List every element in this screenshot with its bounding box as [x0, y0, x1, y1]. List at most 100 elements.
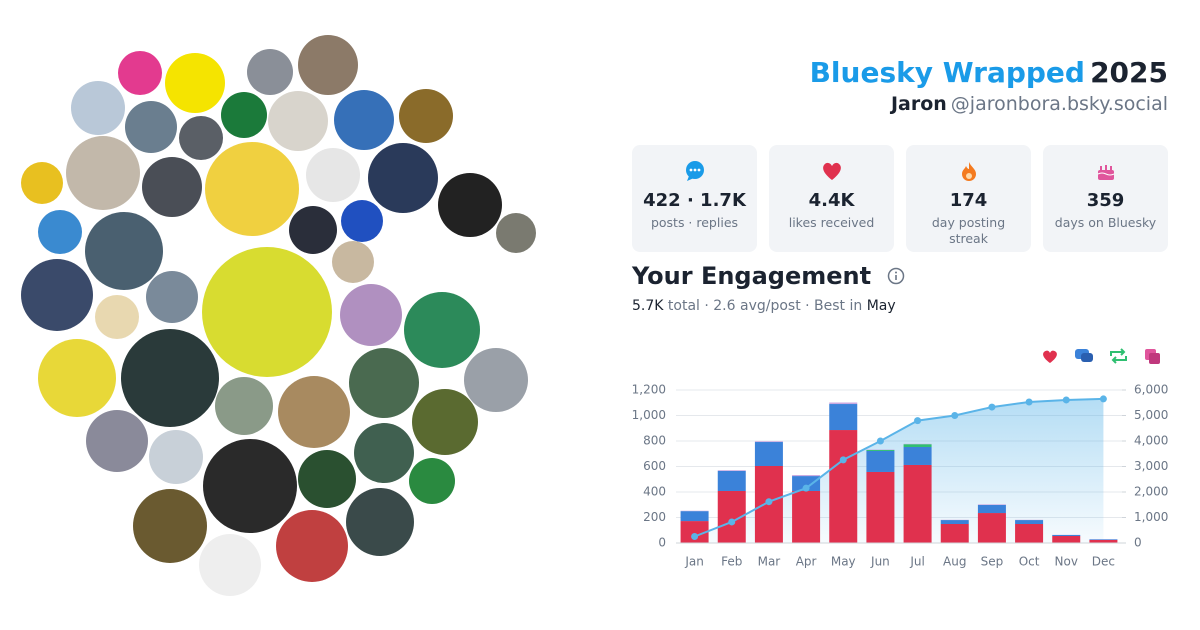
cumulative-point — [802, 484, 810, 492]
avatar[interactable] — [438, 173, 502, 237]
avatar[interactable] — [354, 423, 414, 483]
avatar[interactable] — [142, 157, 202, 217]
avatar[interactable] — [95, 295, 139, 339]
avatar[interactable] — [298, 450, 356, 508]
avatar[interactable] — [306, 148, 360, 202]
avatar[interactable] — [404, 292, 480, 368]
avatar[interactable] — [21, 259, 93, 331]
avatar[interactable] — [496, 213, 536, 253]
cumulative-point — [951, 412, 959, 419]
cumulative-point — [691, 532, 699, 540]
stat-label: days on Bluesky — [1054, 215, 1157, 230]
avatar[interactable] — [215, 377, 273, 435]
avatar[interactable] — [165, 53, 225, 113]
avatar[interactable] — [121, 329, 219, 427]
bar-segment — [829, 402, 858, 405]
x-tick-label: Jul — [909, 555, 924, 569]
stat-card: 4.4K likes received — [769, 145, 894, 252]
avatar[interactable] — [268, 91, 328, 151]
avatar[interactable] — [346, 488, 414, 556]
bar-segment — [680, 521, 709, 543]
icon — [685, 161, 704, 181]
avatar[interactable] — [221, 92, 267, 138]
avatar[interactable] — [38, 339, 116, 417]
avatar[interactable] — [125, 101, 177, 153]
x-tick-label: Mar — [758, 555, 781, 569]
bar-segment — [1052, 534, 1081, 536]
chart-title: Your Engagement — [632, 262, 872, 290]
bar-segment — [866, 471, 895, 543]
stat-value: 174 — [949, 190, 988, 211]
summary: 5.7K total · 2.6 avg/post · Best in May — [632, 298, 896, 314]
avatar[interactable] — [247, 49, 293, 95]
stat-card: 174 day posting streak — [906, 145, 1031, 252]
stat-label: likes received — [788, 215, 875, 230]
header: Bluesky Wrapped 2025 Jaron @jaronbora.bsk… — [810, 56, 1168, 115]
cumulative-point — [1062, 396, 1070, 404]
y-tick-label: 800 — [643, 434, 666, 448]
avatar[interactable] — [205, 142, 299, 236]
avatar[interactable] — [278, 376, 350, 448]
avatar[interactable] — [199, 534, 261, 596]
icon — [961, 162, 976, 181]
user-handle: @jaronbora.bsky.social — [950, 93, 1168, 115]
avatar[interactable] — [340, 284, 402, 346]
avatar[interactable] — [66, 136, 140, 210]
avatar[interactable] — [179, 116, 223, 160]
legend-likes[interactable] — [1043, 350, 1057, 363]
cumulative-point — [1025, 398, 1033, 406]
x-tick-label: Dec — [1092, 555, 1115, 569]
avatar[interactable] — [118, 51, 162, 95]
avatar[interactable] — [399, 89, 453, 143]
y2-tick-label: 5,000 — [1134, 408, 1168, 422]
avatar[interactable] — [149, 430, 203, 484]
bar-segment — [680, 511, 709, 522]
avatar[interactable] — [349, 348, 419, 418]
bar-segment — [1052, 535, 1081, 543]
bar-segment — [1015, 520, 1044, 525]
info-icon[interactable] — [887, 267, 905, 285]
bar-segment — [754, 441, 783, 443]
x-tick-label: Jan — [684, 555, 704, 569]
legend-replies[interactable] — [1075, 349, 1093, 362]
summary-text: total · 2.6 avg/post · Best in — [667, 298, 863, 314]
avatar[interactable] — [298, 35, 358, 95]
bar-segment — [977, 513, 1006, 543]
section-title: Your Engagement — [632, 262, 905, 290]
icon — [1097, 165, 1114, 180]
avatar[interactable] — [341, 200, 383, 242]
bar-segment — [754, 442, 783, 466]
cumulative-point — [765, 498, 773, 506]
avatar[interactable] — [85, 212, 163, 290]
year: 2025 — [1090, 56, 1168, 89]
bar-segment — [977, 505, 1006, 514]
avatar[interactable] — [368, 143, 438, 213]
avatar[interactable] — [464, 348, 528, 412]
avatar[interactable] — [21, 162, 63, 204]
stat-value: 4.4K — [808, 190, 855, 211]
avatar[interactable] — [276, 510, 348, 582]
avatar[interactable] — [412, 389, 478, 455]
avatar[interactable] — [133, 489, 207, 563]
x-tick-label: Aug — [943, 555, 966, 569]
avatar[interactable] — [203, 439, 297, 533]
x-tick-label: Nov — [1055, 555, 1078, 569]
avatar[interactable] — [71, 81, 125, 135]
avatar[interactable] — [146, 271, 198, 323]
avatar[interactable] — [202, 247, 332, 377]
stat-card: 359 days on Bluesky — [1043, 145, 1168, 252]
legend-reposts[interactable] — [1110, 348, 1127, 364]
avatar[interactable] — [289, 206, 337, 254]
bar-segment — [792, 475, 821, 477]
bar-segment — [792, 476, 821, 491]
bar-segment — [754, 465, 783, 543]
avatar[interactable] — [409, 458, 455, 504]
avatar[interactable] — [332, 241, 374, 283]
avatar[interactable] — [334, 90, 394, 150]
legend-quotes[interactable] — [1145, 349, 1160, 364]
x-tick-label: Feb — [721, 555, 742, 569]
y-tick-label: 0 — [658, 536, 666, 550]
avatar[interactable] — [38, 210, 82, 254]
x-tick-label: May — [831, 555, 856, 569]
avatar[interactable] — [86, 410, 148, 472]
